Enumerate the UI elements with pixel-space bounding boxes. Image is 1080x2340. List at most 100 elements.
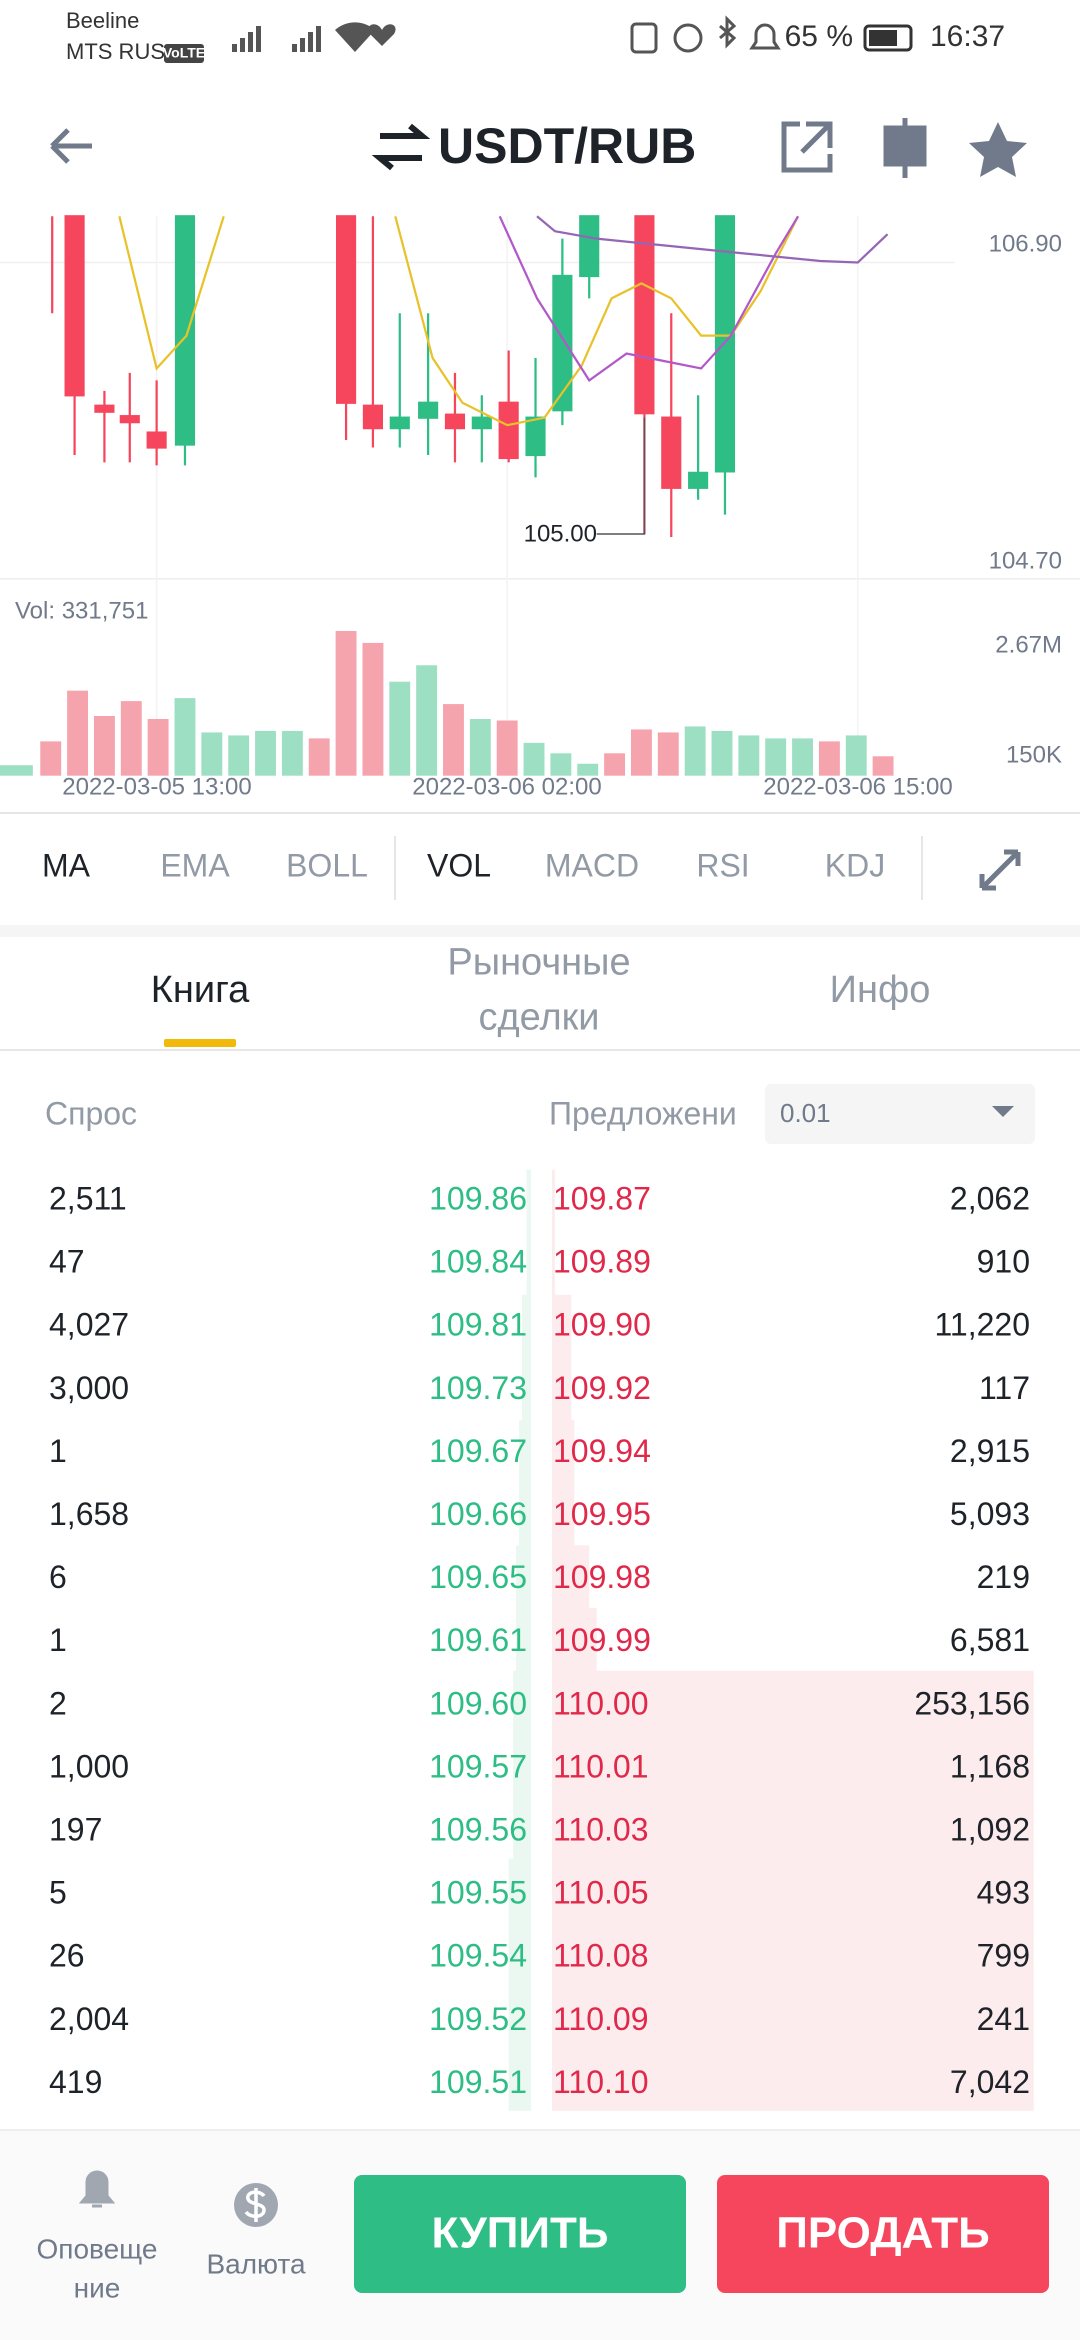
ask-quantity: 5,093 bbox=[950, 1496, 1030, 1532]
ask-quantity: 2,915 bbox=[950, 1433, 1030, 1469]
ask-price: 110.03 bbox=[553, 1811, 649, 1847]
buy-label[interactable]: КУПИТЬ bbox=[431, 2209, 608, 2258]
time-label: 2022-03-05 13:00 bbox=[62, 773, 252, 800]
bid-quantity: 197 bbox=[49, 1811, 102, 1847]
header-icons[interactable] bbox=[781, 118, 1027, 178]
battery-level: 65 % bbox=[785, 20, 853, 53]
bid-price: 109.67 bbox=[429, 1433, 527, 1469]
carrier: MTS RUS bbox=[66, 39, 165, 64]
candle-chart bbox=[0, 215, 1080, 776]
volume-scale: 2.67M bbox=[995, 631, 1062, 658]
ask-quantity: 1,168 bbox=[950, 1748, 1030, 1784]
bid-quantity: 5 bbox=[49, 1875, 67, 1911]
carrier: Beeline bbox=[66, 8, 139, 33]
price-label: 104.70 bbox=[989, 547, 1062, 574]
time-label: 2022-03-06 15:00 bbox=[763, 773, 953, 800]
signal-icons bbox=[232, 15, 781, 54]
precision-dropdown[interactable] bbox=[765, 1084, 1035, 1144]
bid-quantity: 2 bbox=[49, 1685, 67, 1721]
buy-button[interactable] bbox=[354, 2175, 686, 2293]
bid-quantity: 1,000 bbox=[49, 1748, 129, 1784]
bid-quantity: 1,658 bbox=[49, 1496, 129, 1532]
indicator-tab[interactable]: MA bbox=[42, 847, 91, 883]
volte-badge bbox=[164, 44, 204, 63]
low-price-label: 105.00 bbox=[524, 520, 597, 547]
ask-quantity: 219 bbox=[977, 1559, 1030, 1595]
alerts-label[interactable]: ние bbox=[74, 2272, 121, 2303]
clock: 16:37 bbox=[930, 20, 1005, 53]
ask-quantity: 7,042 bbox=[950, 2064, 1030, 2100]
bid-price: 109.60 bbox=[429, 1685, 527, 1721]
bid-price: 109.61 bbox=[429, 1622, 527, 1658]
bid-price: 109.81 bbox=[429, 1307, 527, 1343]
bid-price: 109.51 bbox=[429, 2064, 527, 2100]
volume-scale: 150K bbox=[1006, 741, 1062, 768]
tab-label[interactable]: Инфо bbox=[830, 969, 931, 1011]
ask-quantity: 2,062 bbox=[950, 1180, 1030, 1216]
bid-price: 109.86 bbox=[429, 1180, 527, 1216]
bid-price: 109.55 bbox=[429, 1875, 527, 1911]
order-book: 2,511 109.86 109.87 2,062 47 109.84 109.89 910 4… bbox=[49, 1180, 1030, 2099]
bid-price: 109.65 bbox=[429, 1559, 527, 1595]
ask-price: 109.95 bbox=[553, 1496, 651, 1532]
bid-quantity: 3,000 bbox=[49, 1370, 129, 1406]
back-button[interactable] bbox=[50, 128, 92, 164]
ask-price: 109.89 bbox=[553, 1244, 651, 1280]
ask-quantity: 241 bbox=[977, 2001, 1030, 2037]
battery-icon bbox=[863, 24, 913, 52]
bid-quantity: 1 bbox=[49, 1622, 67, 1658]
battery-fill bbox=[869, 30, 897, 46]
indicator-tab[interactable]: RSI bbox=[696, 847, 749, 883]
section-gap bbox=[0, 925, 1080, 937]
alerts-label[interactable]: Оповеще bbox=[37, 2233, 158, 2264]
bid-price: 109.66 bbox=[429, 1496, 527, 1532]
ask-price: 110.08 bbox=[553, 1938, 649, 1974]
ask-price: 110.10 bbox=[553, 2064, 649, 2100]
tab-label[interactable]: Книга bbox=[151, 969, 250, 1011]
ask-price: 109.99 bbox=[553, 1622, 651, 1658]
ask-header: Предложени bbox=[549, 1095, 737, 1131]
indicator-tab[interactable]: KDJ bbox=[825, 847, 885, 883]
bid-price: 109.57 bbox=[429, 1748, 527, 1784]
pair-title: USDT/RUB bbox=[438, 118, 696, 174]
bid-quantity: 4,027 bbox=[49, 1307, 129, 1343]
tab-label[interactable]: сделки bbox=[478, 997, 599, 1039]
ask-quantity: 799 bbox=[977, 1938, 1030, 1974]
ask-price: 110.00 bbox=[553, 1685, 649, 1721]
tab-label[interactable]: Рыночные bbox=[447, 942, 630, 984]
indicator-tabs: MA EMA BOLL VOL MACD RSI KDJ bbox=[42, 847, 885, 883]
ask-quantity: 6,581 bbox=[950, 1622, 1030, 1658]
ask-quantity: 117 bbox=[979, 1370, 1030, 1406]
bell-icon[interactable] bbox=[78, 2170, 116, 2208]
depth-shading bbox=[508, 1169, 1034, 2111]
bid-price: 109.56 bbox=[429, 1811, 527, 1847]
tabs: Книга Рыночные сделки Инфо bbox=[151, 942, 931, 1039]
swap-icon[interactable] bbox=[371, 123, 431, 171]
bid-quantity: 419 bbox=[49, 2064, 102, 2100]
indicator-tab[interactable]: VOL bbox=[427, 847, 491, 883]
currency-label[interactable]: Валюта bbox=[206, 2248, 305, 2279]
ask-price: 109.94 bbox=[553, 1433, 651, 1469]
indicator-tab[interactable]: EMA bbox=[160, 847, 230, 883]
bid-price: 109.84 bbox=[429, 1244, 527, 1280]
ask-price: 109.87 bbox=[553, 1180, 651, 1216]
sell-label[interactable]: ПРОДАТЬ bbox=[776, 2209, 989, 2258]
price-label: 106.90 bbox=[989, 230, 1062, 257]
fullscreen-button[interactable] bbox=[979, 849, 1021, 891]
dropdown-arrow bbox=[992, 1106, 1014, 1117]
indicator-tab[interactable]: MACD bbox=[545, 847, 639, 883]
indicator-tab[interactable]: BOLL bbox=[286, 847, 368, 883]
bid-price: 109.52 bbox=[429, 2001, 527, 2037]
bid-quantity: 26 bbox=[49, 1938, 85, 1974]
bid-header: Спрос bbox=[45, 1095, 137, 1131]
ask-price: 109.92 bbox=[553, 1370, 651, 1406]
volume-label: Vol: 331,751 bbox=[15, 597, 148, 624]
ask-price: 110.05 bbox=[553, 1875, 649, 1911]
precision-value: 0.01 bbox=[780, 1098, 831, 1128]
time-label: 2022-03-06 02:00 bbox=[412, 773, 602, 800]
bid-quantity: 1 bbox=[49, 1433, 67, 1469]
sell-button[interactable] bbox=[717, 2175, 1049, 2293]
volume-bars bbox=[0, 630, 894, 776]
